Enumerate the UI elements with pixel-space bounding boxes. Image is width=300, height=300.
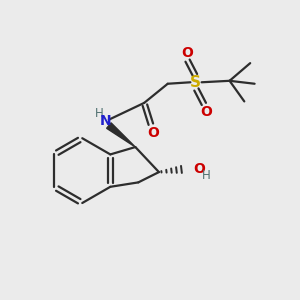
Text: H: H [202,169,211,182]
Text: N: N [100,114,112,128]
Text: O: O [181,46,193,60]
Text: O: O [147,126,159,140]
Text: O: O [193,161,205,176]
Text: H: H [95,107,103,120]
Polygon shape [106,123,135,147]
Text: S: S [190,75,201,90]
Text: O: O [200,105,212,119]
